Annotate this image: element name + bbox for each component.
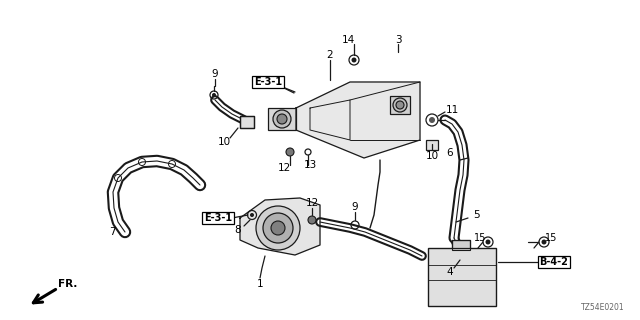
Circle shape	[263, 213, 293, 243]
Circle shape	[286, 148, 294, 156]
Circle shape	[393, 98, 407, 112]
Text: 6: 6	[447, 148, 453, 158]
Circle shape	[256, 206, 300, 250]
Polygon shape	[296, 82, 420, 158]
Circle shape	[429, 117, 435, 123]
Circle shape	[541, 239, 547, 244]
Text: 10: 10	[218, 137, 230, 147]
Text: 15: 15	[545, 233, 557, 243]
Text: 10: 10	[426, 151, 438, 161]
Circle shape	[351, 58, 356, 62]
Text: 8: 8	[235, 225, 241, 235]
Text: 12: 12	[305, 198, 319, 208]
Text: 14: 14	[341, 35, 355, 45]
Text: 15: 15	[474, 233, 486, 243]
Text: 12: 12	[277, 163, 291, 173]
Circle shape	[271, 221, 285, 235]
Bar	[240, 116, 254, 128]
Text: 11: 11	[445, 105, 459, 115]
Bar	[426, 140, 438, 150]
Bar	[268, 108, 296, 130]
Bar	[452, 240, 470, 250]
Bar	[390, 96, 410, 114]
Text: 9: 9	[212, 69, 218, 79]
Text: 7: 7	[109, 227, 115, 237]
Text: 2: 2	[326, 50, 333, 60]
Circle shape	[486, 239, 490, 244]
Circle shape	[308, 216, 316, 224]
Text: FR.: FR.	[58, 279, 77, 289]
Text: B-4-2: B-4-2	[540, 257, 568, 267]
Circle shape	[396, 101, 404, 109]
Circle shape	[277, 114, 287, 124]
Text: 3: 3	[395, 35, 401, 45]
Circle shape	[273, 110, 291, 128]
Text: 9: 9	[352, 202, 358, 212]
Polygon shape	[240, 198, 320, 255]
Text: 13: 13	[303, 160, 317, 170]
Text: 4: 4	[447, 267, 453, 277]
Text: E-3-1: E-3-1	[254, 77, 282, 87]
Text: 5: 5	[473, 210, 479, 220]
Circle shape	[250, 213, 254, 217]
Bar	[428, 248, 496, 306]
Text: 1: 1	[257, 279, 263, 289]
Text: E-3-1: E-3-1	[204, 213, 232, 223]
Circle shape	[212, 93, 216, 97]
Text: TZ54E0201: TZ54E0201	[581, 303, 625, 312]
